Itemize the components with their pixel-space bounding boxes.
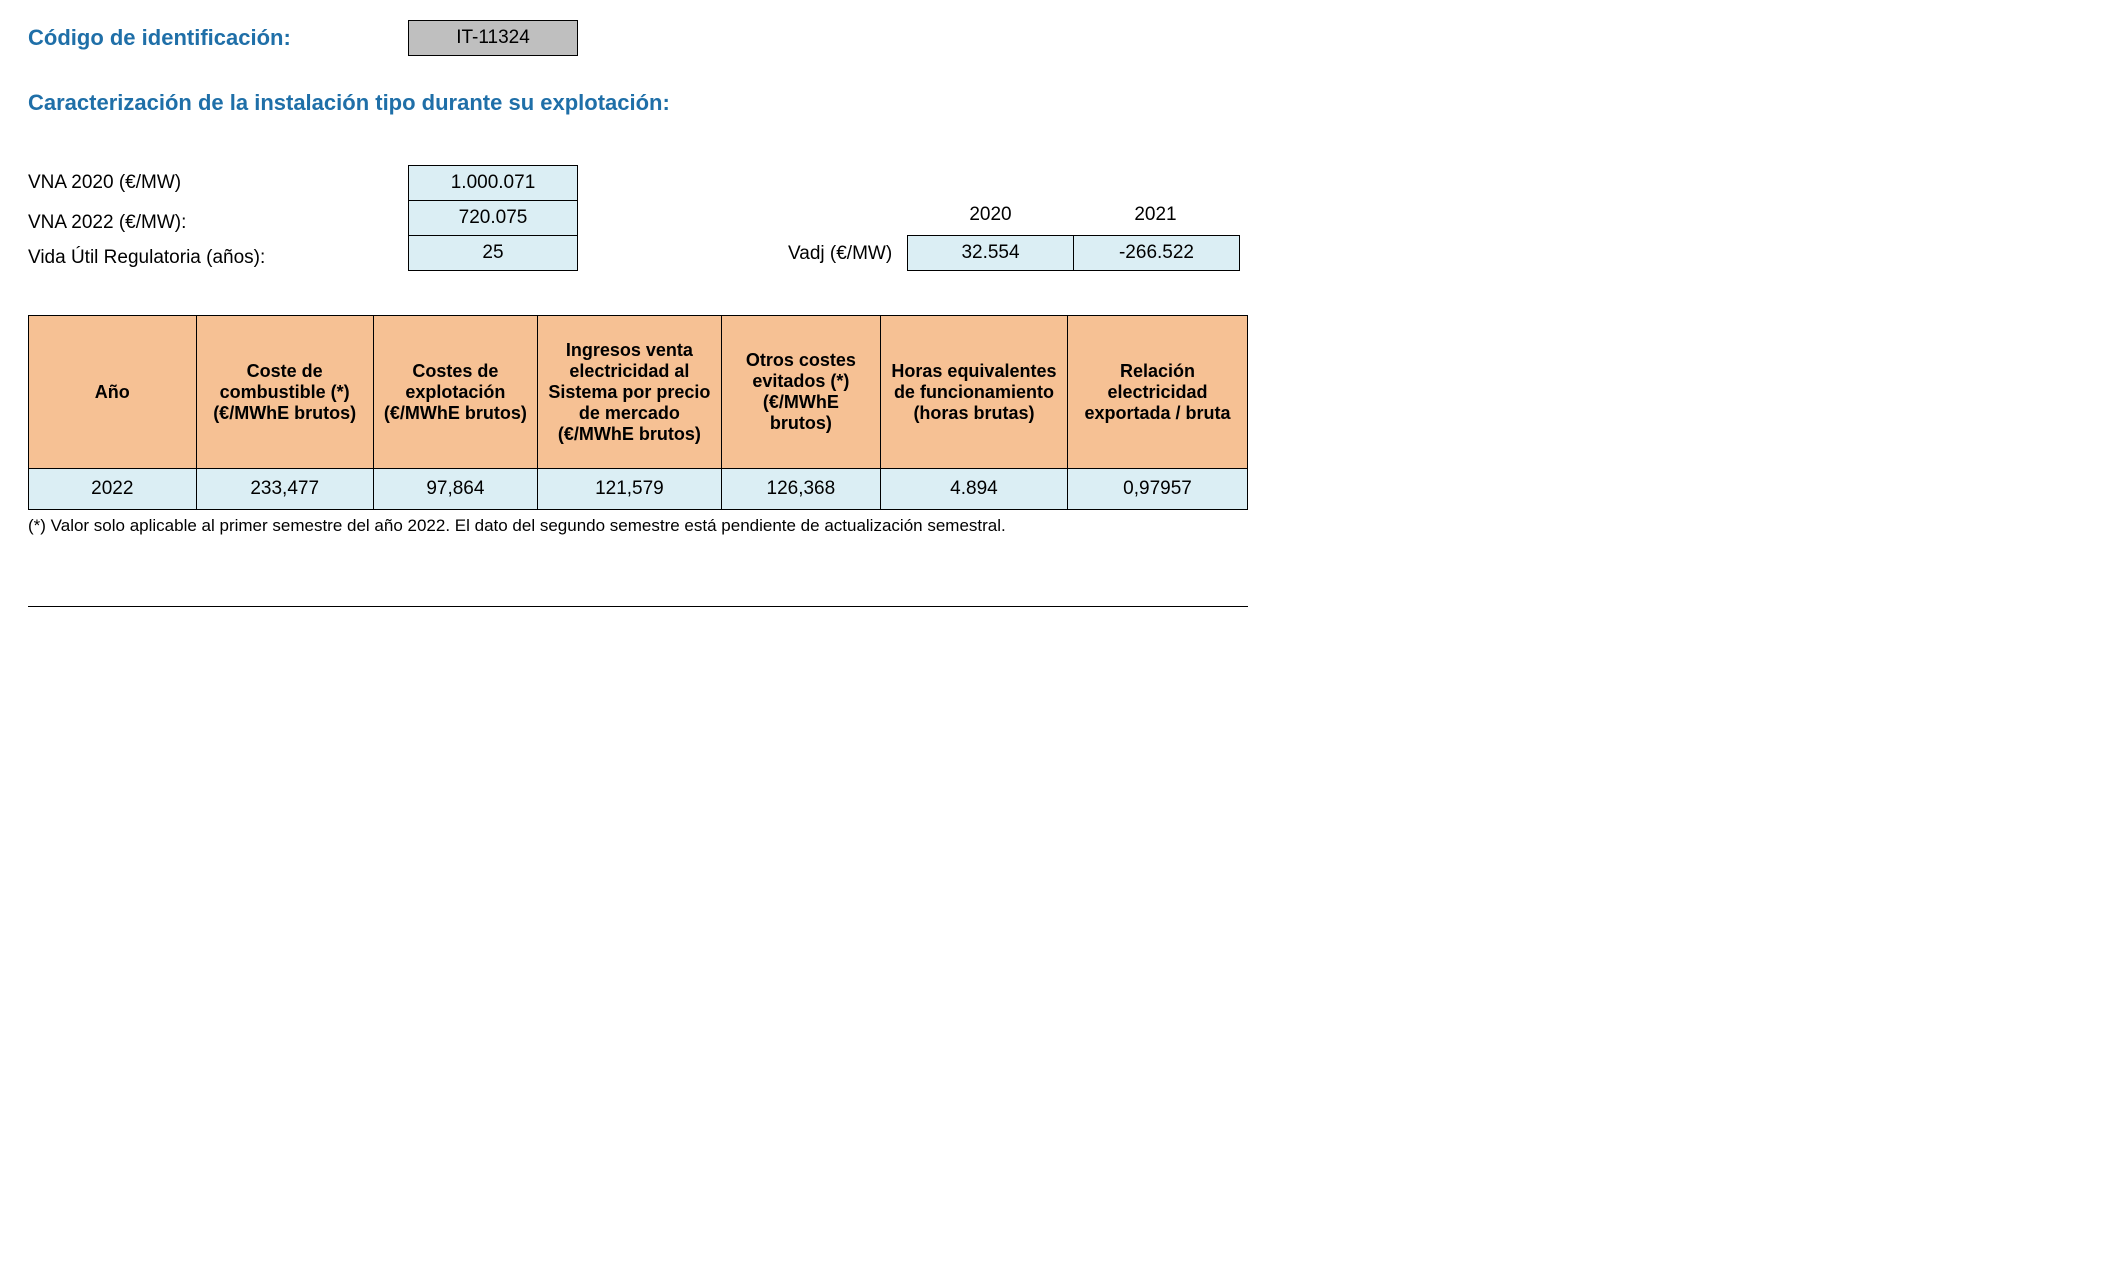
td-0-5: 4.894 bbox=[880, 469, 1067, 510]
th-0: Año bbox=[29, 316, 197, 469]
vadj-year-0: 2020 bbox=[908, 204, 1073, 236]
vna2020-label: VNA 2020 (€/MW) bbox=[28, 172, 408, 194]
th-3: Ingresos venta electricidad al Sistema p… bbox=[537, 316, 721, 469]
td-0-0: 2022 bbox=[29, 469, 197, 510]
td-0-2: 97,864 bbox=[373, 469, 537, 510]
td-0-3: 121,579 bbox=[537, 469, 721, 510]
data-table: Año Coste de combustible (*) (€/MWhE bru… bbox=[28, 315, 1248, 510]
vna2020-row: VNA 2020 (€/MW) 1.000.071 bbox=[28, 165, 2098, 201]
table-header-row: Año Coste de combustible (*) (€/MWhE bru… bbox=[29, 316, 1248, 469]
vadj-value-0: 32.554 bbox=[907, 235, 1074, 271]
th-6: Relación electricidad exportada / bruta bbox=[1068, 316, 1248, 469]
vida-row: Vida Útil Regulatoria (años): 25 Vadj (€… bbox=[28, 235, 2098, 271]
id-value-box: IT-11324 bbox=[408, 20, 578, 56]
th-5: Horas equivalentes de funcionamiento (ho… bbox=[880, 316, 1067, 469]
id-row: Código de identificación: IT-11324 bbox=[28, 20, 2098, 56]
table-row: 2022 233,477 97,864 121,579 126,368 4.89… bbox=[29, 469, 1248, 510]
table-body: 2022 233,477 97,864 121,579 126,368 4.89… bbox=[29, 469, 1248, 510]
td-0-4: 126,368 bbox=[721, 469, 880, 510]
vida-value: 25 bbox=[408, 235, 578, 271]
vna2022-row: VNA 2022 (€/MW): 720.075 2020 2021 bbox=[28, 200, 2098, 236]
th-2: Costes de explotación (€/MWhE brutos) bbox=[373, 316, 537, 469]
th-1: Coste de combustible (*) (€/MWhE brutos) bbox=[196, 316, 373, 469]
vadj-value-1: -266.522 bbox=[1073, 235, 1240, 271]
vna2022-label: VNA 2022 (€/MW): bbox=[28, 200, 408, 236]
vadj-label: Vadj (€/MW) bbox=[788, 243, 908, 271]
vida-label: Vida Útil Regulatoria (años): bbox=[28, 235, 408, 271]
vadj-year-1: 2021 bbox=[1073, 204, 1238, 236]
vadj-value-row: Vadj (€/MW) 32.554 -266.522 bbox=[788, 235, 1240, 271]
table-footnote: (*) Valor solo aplicable al primer semes… bbox=[28, 516, 2098, 536]
th-4: Otros costes evitados (*) (€/MWhE brutos… bbox=[721, 316, 880, 469]
vna2022-value: 720.075 bbox=[408, 200, 578, 236]
section-title: Caracterización de la instalación tipo d… bbox=[28, 90, 2098, 116]
id-label: Código de identificación: bbox=[28, 25, 408, 51]
td-0-6: 0,97957 bbox=[1068, 469, 1248, 510]
vadj-year-row: 2020 2021 bbox=[788, 204, 1238, 236]
separator bbox=[28, 606, 1248, 607]
vna2020-value: 1.000.071 bbox=[408, 165, 578, 201]
td-0-1: 233,477 bbox=[196, 469, 373, 510]
